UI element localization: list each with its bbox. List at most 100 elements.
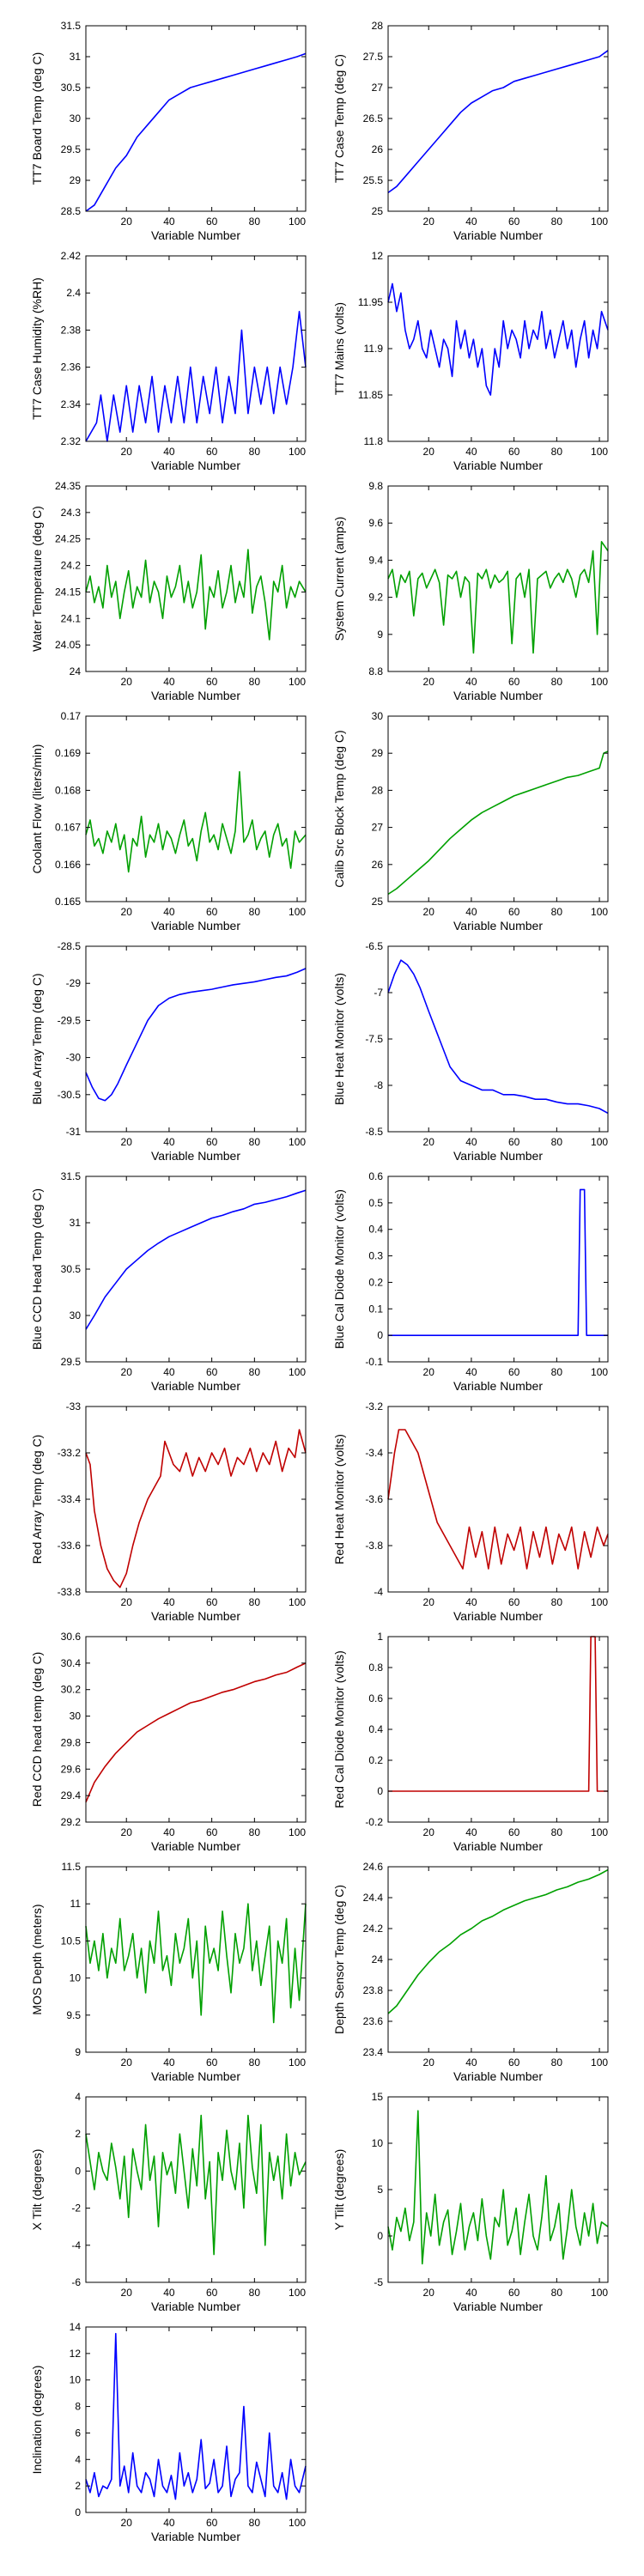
y-tick-label: 28 bbox=[372, 784, 384, 796]
y-tick-label: 31 bbox=[70, 1217, 82, 1229]
y-tick-label: -29.5 bbox=[58, 1014, 82, 1026]
x-tick-label: 20 bbox=[423, 2057, 435, 2069]
x-tick-label: 100 bbox=[591, 1366, 608, 1378]
x-axis-label: Variable Number bbox=[453, 1839, 543, 1853]
y-tick-label: 11.85 bbox=[358, 389, 383, 401]
x-tick-label: 80 bbox=[249, 906, 261, 918]
y-tick-label: 2.32 bbox=[61, 435, 82, 447]
y-tick-label: -33.2 bbox=[58, 1447, 82, 1459]
series-line bbox=[388, 1636, 608, 1792]
x-tick-label: 40 bbox=[465, 1826, 477, 1838]
x-tick-label: 60 bbox=[206, 2517, 218, 2529]
y-tick-label: 0.6 bbox=[368, 1692, 383, 1704]
x-tick-label: 40 bbox=[465, 676, 477, 688]
y-tick-label: 14 bbox=[70, 2321, 82, 2333]
y-tick-label: 30 bbox=[372, 710, 384, 722]
chart-panel-6: 20 40 60 80 100 8.8 9 9.2 9.4 9.6 9.8 Variable Numb… bbox=[332, 480, 609, 702]
y-tick-label: 24.15 bbox=[55, 586, 81, 598]
x-tick-label: 60 bbox=[508, 676, 520, 688]
y-axis-label: Red Cal Diode Monitor (volts) bbox=[332, 1650, 346, 1808]
x-tick-label: 60 bbox=[206, 1596, 218, 1608]
x-tick-label: 20 bbox=[121, 446, 133, 458]
y-tick-label: -33.8 bbox=[58, 1586, 82, 1598]
x-tick-label: 60 bbox=[206, 2057, 218, 2069]
y-tick-label: 11.9 bbox=[364, 343, 384, 355]
x-axis-label: Variable Number bbox=[453, 228, 543, 242]
x-tick-label: 60 bbox=[206, 676, 218, 688]
y-tick-label: 25.5 bbox=[363, 174, 384, 186]
series-line bbox=[387, 750, 609, 896]
y-tick-label: 0.8 bbox=[368, 1662, 383, 1674]
x-tick-label: 40 bbox=[163, 906, 175, 918]
x-tick-label: 60 bbox=[508, 1596, 520, 1608]
y-tick-label: 24.6 bbox=[363, 1861, 384, 1873]
x-tick-label: 60 bbox=[206, 1826, 218, 1838]
y-axis-label: Blue Cal Diode Monitor (volts) bbox=[332, 1189, 346, 1349]
y-tick-label: 27 bbox=[372, 82, 384, 94]
y-tick-label: 29 bbox=[372, 747, 384, 759]
y-tick-label: 31.5 bbox=[61, 20, 82, 32]
y-tick-label: 30.5 bbox=[61, 1263, 82, 1275]
y-tick-label: 29.5 bbox=[61, 1356, 82, 1368]
y-tick-label: 26 bbox=[372, 859, 384, 871]
y-tick-label: 11.8 bbox=[364, 435, 384, 447]
y-tick-label: 24.2 bbox=[61, 560, 82, 572]
x-axis-label: Variable Number bbox=[151, 2069, 240, 2083]
x-tick-label: 100 bbox=[289, 676, 306, 688]
x-tick-label: 60 bbox=[508, 216, 520, 228]
x-tick-label: 100 bbox=[591, 2057, 608, 2069]
y-tick-label: 0.2 bbox=[368, 1754, 383, 1766]
y-tick-label: 24.05 bbox=[55, 639, 81, 651]
x-tick-label: 80 bbox=[551, 216, 563, 228]
y-axis-label: TT7 Mains (volts) bbox=[332, 302, 346, 395]
x-tick-label: 60 bbox=[508, 1826, 520, 1838]
y-tick-label: 30.5 bbox=[61, 82, 82, 94]
chart-panel-5: 20 40 60 80 100 24 24.05 24.1 24.15 24.2 24.25 24.3… bbox=[30, 480, 307, 702]
chart-panel-11: 20 40 60 80 100 29.5 30 30.5 31 31.5 Variable Numb… bbox=[30, 1170, 307, 1393]
y-axis-label: Red Array Temp (deg C) bbox=[30, 1435, 44, 1564]
y-tick-label: 2.38 bbox=[61, 324, 82, 336]
y-tick-label: -2 bbox=[71, 2202, 81, 2215]
y-axis-label: Y Tilt (degrees) bbox=[332, 2149, 346, 2231]
y-tick-label: -5 bbox=[374, 2276, 383, 2288]
chart-panel-13: 20 40 60 80 100 -33.8 -33.6 -33.4 -33.2 -33 Variab… bbox=[30, 1400, 307, 1623]
y-tick-label: 9 bbox=[75, 2046, 81, 2058]
x-tick-label: 80 bbox=[249, 1826, 261, 1838]
y-tick-label: -4 bbox=[71, 2239, 81, 2251]
x-axis-label: Variable Number bbox=[453, 1609, 543, 1623]
series-line bbox=[85, 549, 307, 641]
series-line bbox=[85, 52, 307, 212]
x-axis-label: Variable Number bbox=[453, 689, 543, 702]
chart-panel-12: 20 40 60 80 100 -0.1 0 0.1 0.2 0.3 0.4 0.5 0.6 Variab… bbox=[332, 1170, 609, 1393]
x-tick-label: 60 bbox=[508, 2287, 520, 2299]
y-tick-label: 24.2 bbox=[363, 1923, 384, 1935]
chart-panel-3: 20 40 60 80 100 2.32 2.34 2.36 2.38 2.4 2.42 Variab… bbox=[30, 250, 307, 472]
y-tick-label: -3.4 bbox=[365, 1447, 383, 1459]
y-tick-label: 4 bbox=[75, 2453, 81, 2465]
x-tick-label: 20 bbox=[423, 1136, 435, 1148]
y-tick-label: 0.4 bbox=[368, 1224, 383, 1236]
x-axis-label: Variable Number bbox=[151, 1839, 240, 1853]
x-tick-label: 100 bbox=[591, 216, 608, 228]
y-tick-label: 2.42 bbox=[61, 250, 82, 262]
y-axis-label: TT7 Board Temp (deg C) bbox=[30, 52, 44, 185]
x-tick-label: 40 bbox=[163, 1136, 175, 1148]
y-tick-label: 29.5 bbox=[61, 143, 82, 155]
x-tick-label: 60 bbox=[508, 2057, 520, 2069]
x-tick-label: 80 bbox=[249, 1366, 261, 1378]
y-tick-label: -33.6 bbox=[58, 1540, 82, 1552]
x-tick-label: 40 bbox=[465, 1136, 477, 1148]
x-tick-label: 60 bbox=[508, 1366, 520, 1378]
series-line bbox=[85, 1429, 307, 1589]
x-tick-label: 80 bbox=[551, 676, 563, 688]
y-tick-label: 29 bbox=[70, 174, 82, 186]
y-tick-label: 1 bbox=[377, 1631, 383, 1643]
x-axis-label: Variable Number bbox=[453, 919, 543, 933]
y-tick-label: 0 bbox=[377, 2230, 383, 2242]
x-tick-label: 40 bbox=[163, 1826, 175, 1838]
plot-frame bbox=[85, 1636, 307, 1823]
y-tick-label: 28 bbox=[372, 20, 384, 32]
plot-frame bbox=[85, 2096, 307, 2283]
x-tick-label: 80 bbox=[551, 2057, 563, 2069]
x-tick-label: 40 bbox=[163, 446, 175, 458]
